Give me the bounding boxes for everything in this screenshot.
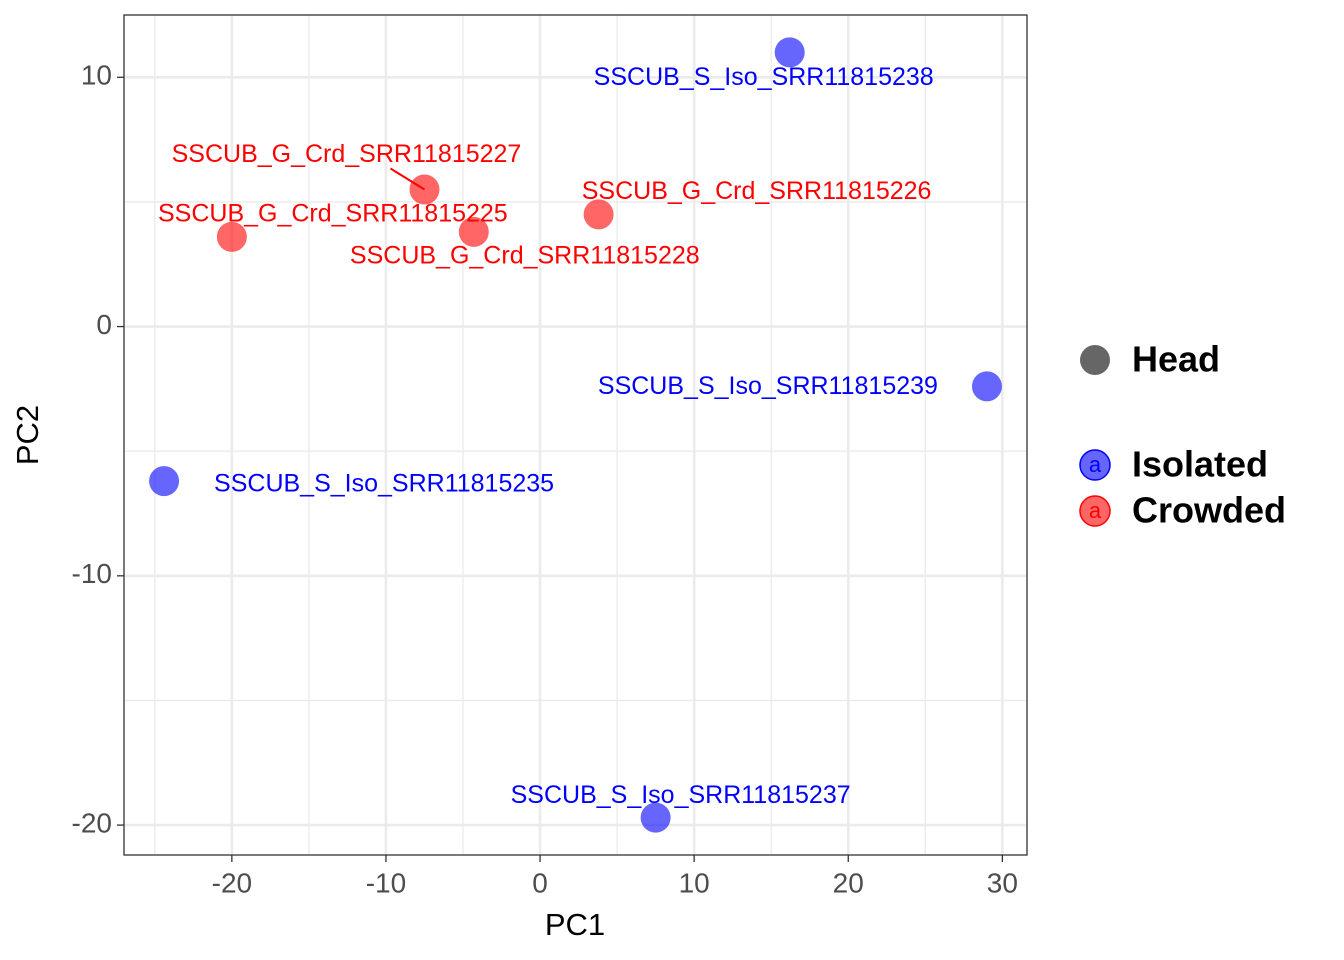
point <box>640 802 671 833</box>
x-tick-label: 20 <box>833 867 864 898</box>
point <box>216 221 247 252</box>
point-label: SSCUB_G_Crd_SRR11815226 <box>582 177 932 205</box>
x-axis-title: PC1 <box>545 907 605 942</box>
plot-border <box>123 14 1028 856</box>
x-tick-label: -20 <box>212 867 252 898</box>
y-tick-label: 10 <box>81 60 112 91</box>
point-label: SSCUB_G_Crd_SRR11815228 <box>350 241 700 269</box>
legend-shape <box>1080 345 1110 375</box>
y-tick-label: 0 <box>96 309 112 340</box>
point-label: SSCUB_S_Iso_SRR11815237 <box>511 781 851 809</box>
y-tick-label: -10 <box>72 558 112 589</box>
y-tick-label: -20 <box>72 807 112 838</box>
x-tick-label: 30 <box>987 867 1018 898</box>
point-label: SSCUB_S_Iso_SRR11815239 <box>598 372 938 400</box>
point-label: SSCUB_S_Iso_SRR11815235 <box>214 470 554 498</box>
label-connector <box>389 167 426 191</box>
y-axis-title: PC2 <box>10 405 45 465</box>
x-tick-label: 0 <box>532 867 548 898</box>
legend-key-glyph: a <box>1089 498 1102 523</box>
point <box>971 371 1002 402</box>
legend-label: Crowded <box>1132 490 1286 531</box>
legend-key <box>1079 495 1111 527</box>
point-label: SSCUB_S_Iso_SRR11815238 <box>594 63 934 91</box>
point <box>583 199 614 230</box>
legend-label: Isolated <box>1132 444 1268 485</box>
legend-key <box>1079 449 1111 481</box>
point <box>458 216 489 247</box>
x-tick-label: 10 <box>679 867 710 898</box>
point-label: SSCUB_G_Crd_SRR11815225 <box>158 199 508 227</box>
x-tick-label: -10 <box>366 867 406 898</box>
legend-key-glyph: a <box>1089 452 1102 477</box>
legend-label: Head <box>1132 339 1220 380</box>
point <box>774 37 805 68</box>
point-label: SSCUB_G_Crd_SRR11815227 <box>172 140 522 168</box>
point <box>149 466 180 497</box>
